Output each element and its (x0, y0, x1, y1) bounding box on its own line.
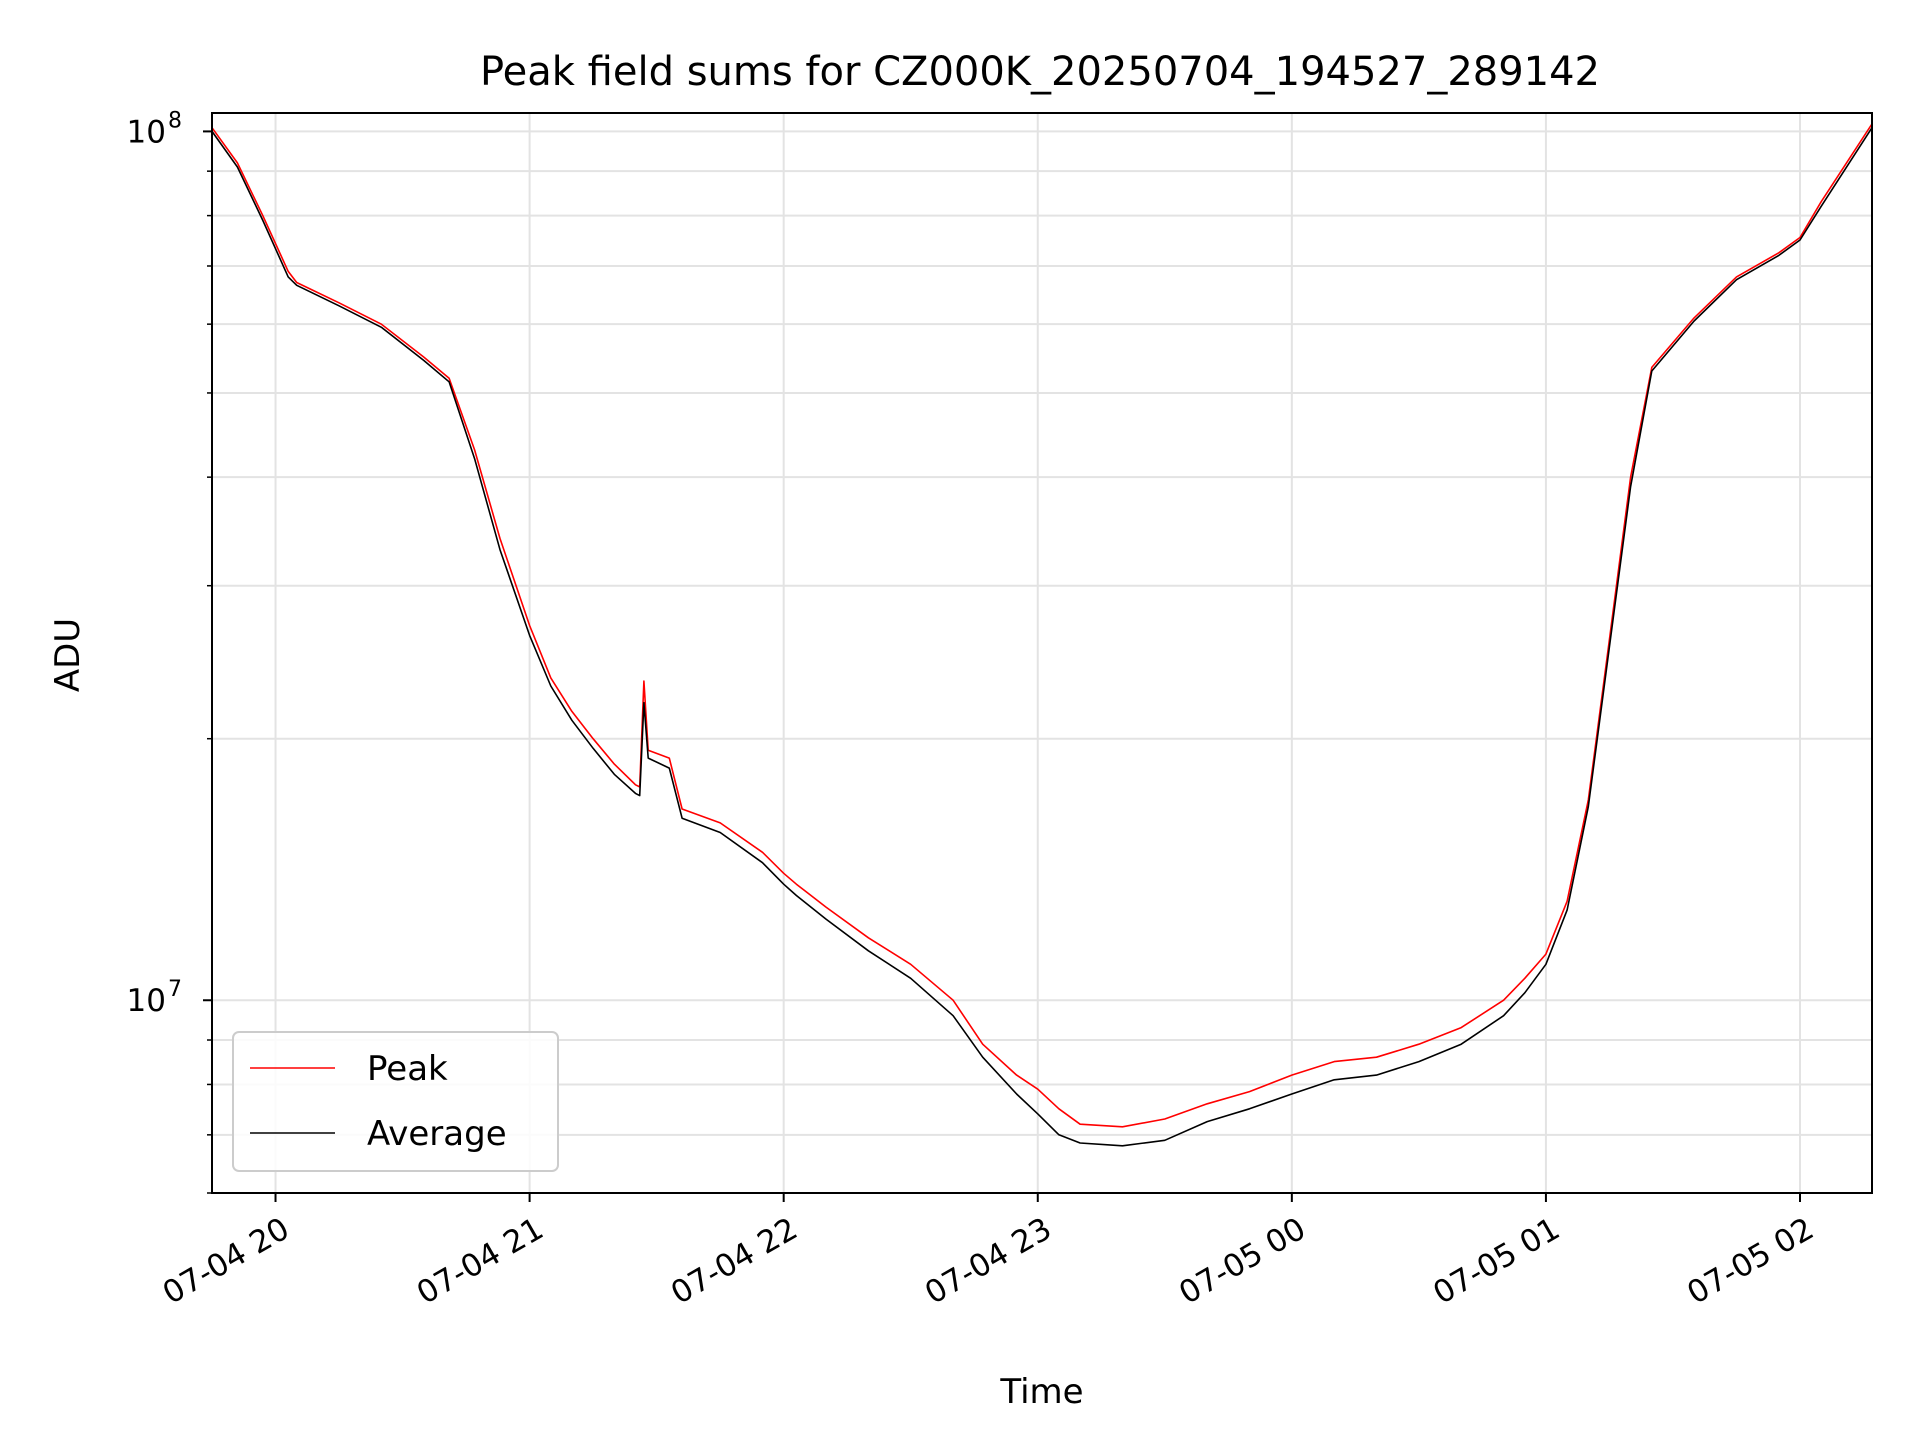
y-tick-label: 10 (127, 114, 166, 150)
legend: Peak Average (232, 1031, 559, 1172)
y-tick-exponent: 8 (168, 108, 182, 133)
plot-frame (211, 112, 1873, 1194)
legend-label-peak: Peak (367, 1049, 448, 1089)
series-line-peak (211, 123, 1873, 1128)
legend-box (232, 1031, 559, 1172)
plot-lines (211, 123, 1873, 1147)
y-tick-exponent: 7 (168, 977, 182, 1002)
y-tick-label: 10 (127, 983, 166, 1019)
legend-label-average: Average (367, 1114, 507, 1154)
y-axis-label: ADU (48, 618, 88, 692)
x-axis-label: Time (999, 1372, 1083, 1412)
series-line-average (211, 127, 1873, 1147)
chart-title: Peak field sums for CZ000K_20250704_1945… (480, 49, 1600, 95)
